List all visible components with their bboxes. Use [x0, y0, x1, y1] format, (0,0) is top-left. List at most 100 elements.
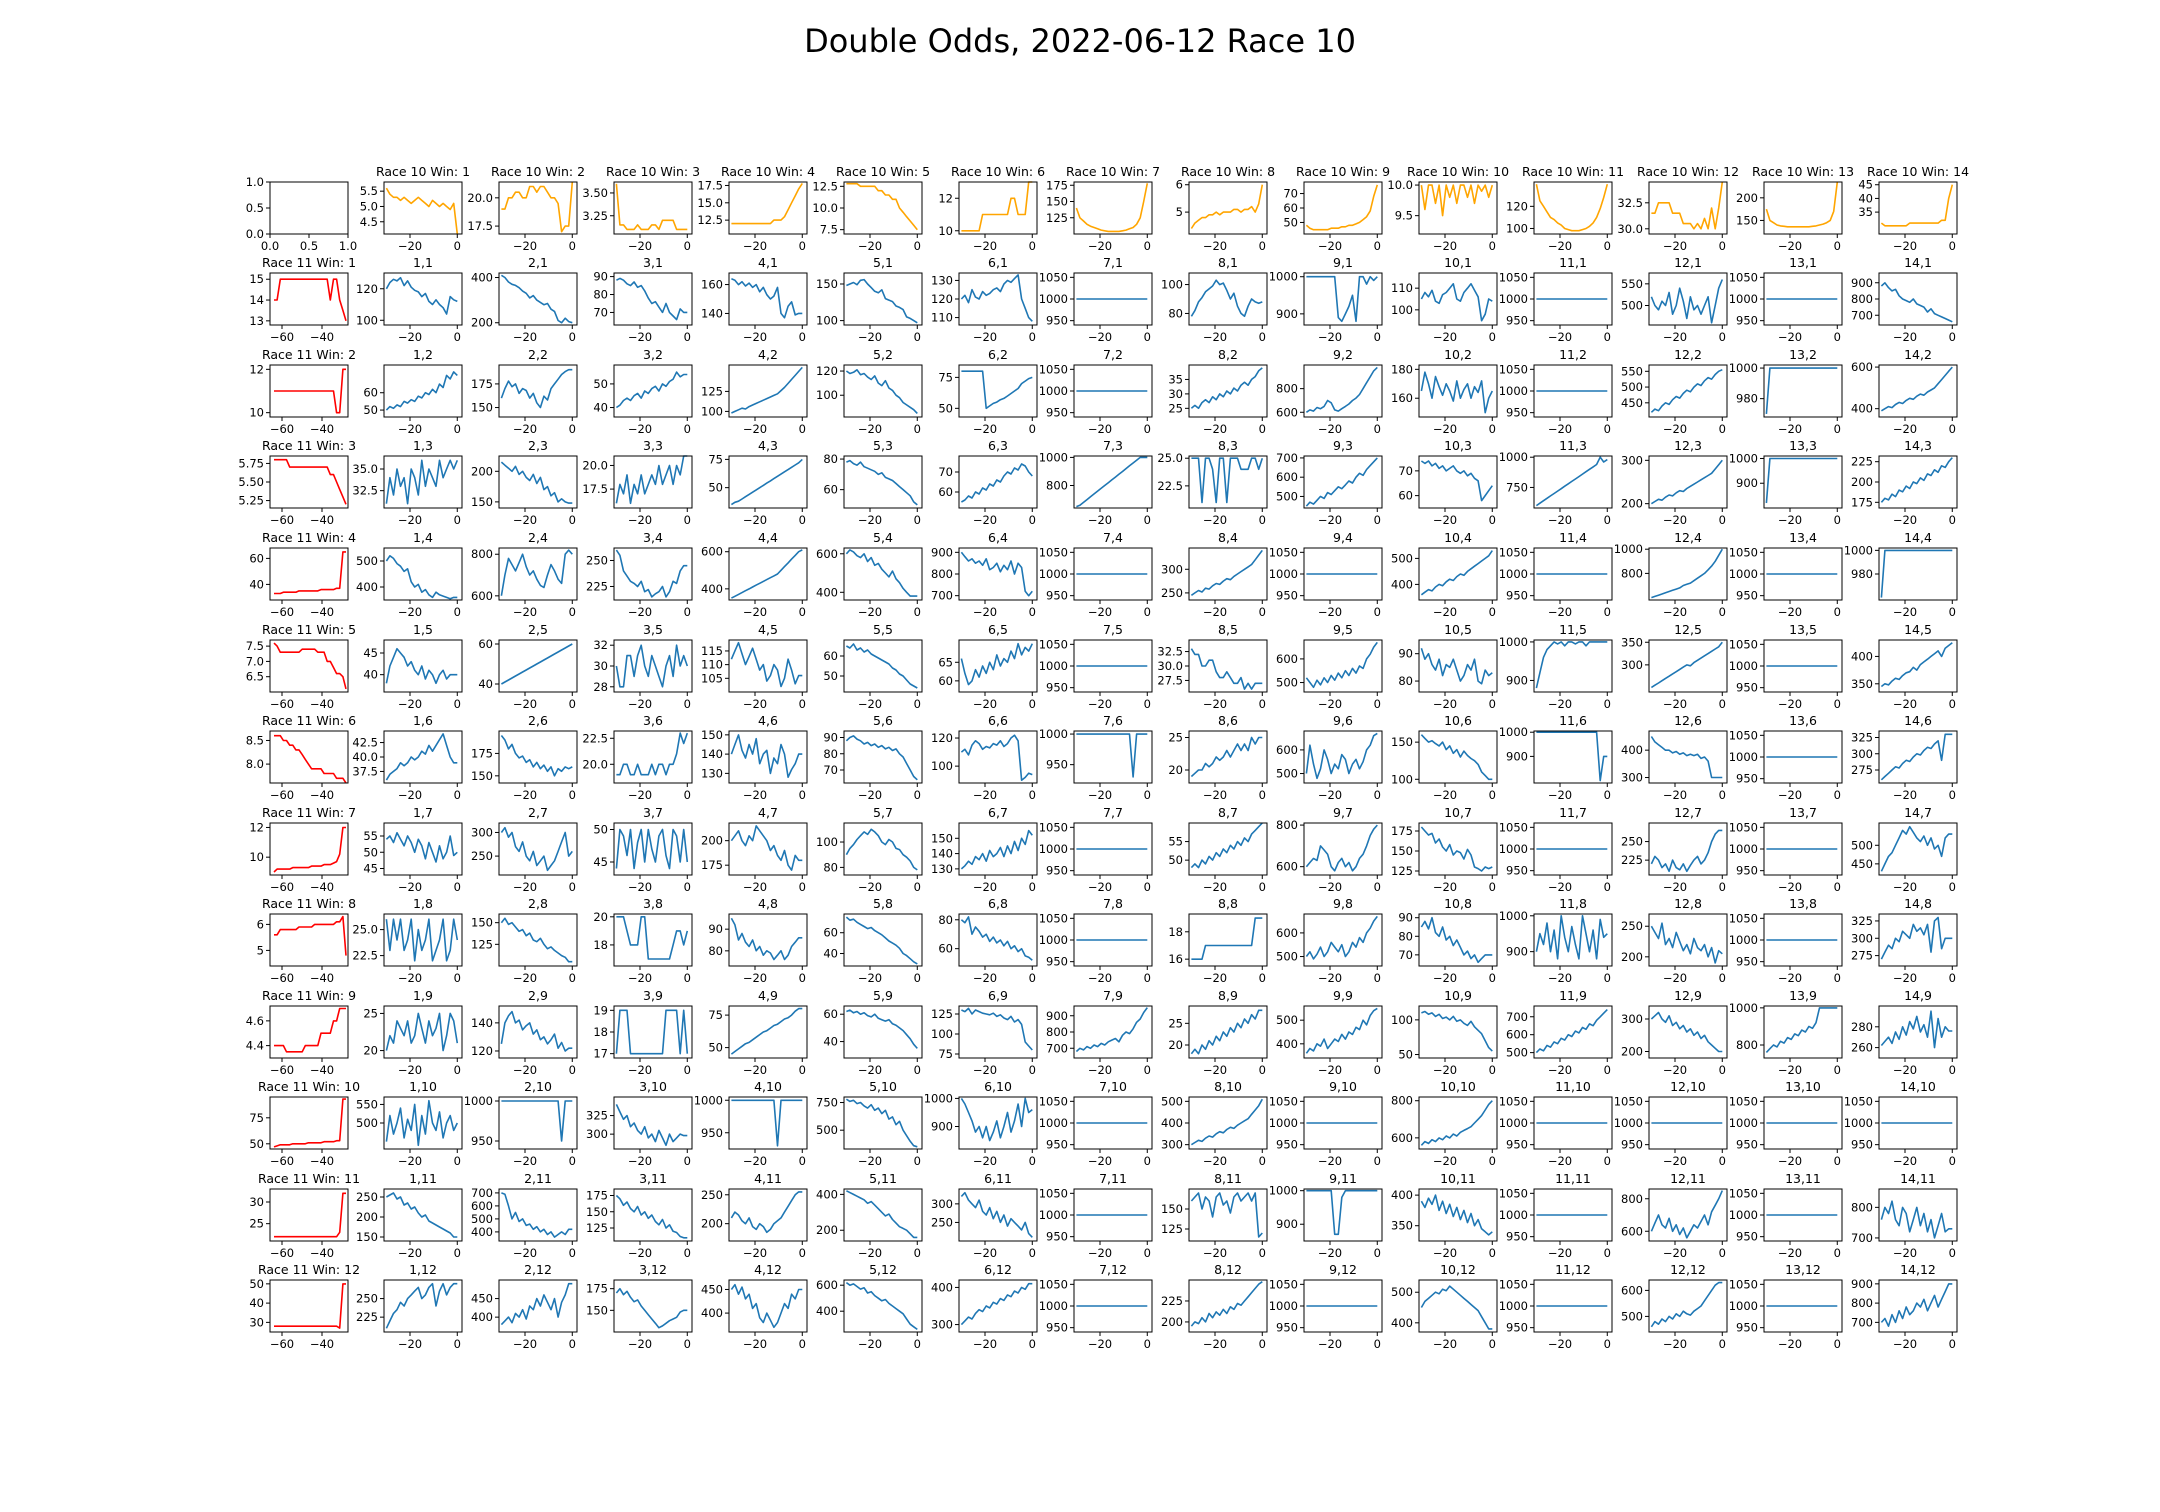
x-tick-label: −20: [858, 880, 882, 894]
subplot-title: 11,7: [1559, 805, 1587, 820]
y-tick-label: 900: [1506, 749, 1528, 763]
x-tick-label: 0.5: [300, 239, 318, 253]
x-tick-label: −20: [743, 330, 767, 344]
x-tick-label: −20: [513, 971, 537, 985]
subplot-title: 10,7: [1444, 805, 1472, 820]
axes-frame: [498, 730, 578, 784]
series-line: [1651, 181, 1724, 230]
subplot-title: 10,5: [1444, 622, 1472, 637]
subplot-title: 13,11: [1785, 1171, 1821, 1186]
subplot-title: 7,5: [1103, 622, 1123, 637]
subplot-title: 2,10: [524, 1079, 552, 1094]
y-tick-label: 1050: [1499, 820, 1528, 834]
x-tick-label: −20: [1893, 422, 1917, 436]
y-tick-label: 200: [1621, 1045, 1643, 1059]
x-tick-label: 0: [799, 880, 806, 894]
x-tick-label: −20: [628, 1063, 652, 1077]
x-tick-label: 0: [454, 971, 461, 985]
series-line: [845, 916, 918, 965]
x-tick-label: −20: [628, 1154, 652, 1168]
series-line: [730, 458, 803, 506]
race10-win-panel: Race 10 Win: 5−20 012.510.07.5: [812, 164, 930, 253]
x-tick-label: −20: [1088, 697, 1112, 711]
y-tick-label: 400: [1161, 1116, 1183, 1130]
subplot-title: 8,1: [1218, 255, 1238, 270]
y-tick-label: 200: [1621, 950, 1643, 964]
x-tick-label: 0: [1719, 1154, 1726, 1168]
series-line: [1650, 736, 1723, 779]
y-tick-label: 110: [931, 311, 953, 325]
y-tick-label: 800: [1276, 382, 1298, 396]
x-tick-label: −20: [1088, 880, 1112, 894]
x-tick-label: 0: [1144, 880, 1151, 894]
series-line: [385, 1282, 458, 1329]
subplot-title: 3,2: [643, 347, 663, 362]
subplot-title: Race 10 Win: 14: [1867, 164, 1969, 179]
x-tick-label: −20: [1778, 1154, 1802, 1168]
x-tick-label: 0: [1489, 880, 1496, 894]
subplot-title: 9,5: [1333, 622, 1353, 637]
y-tick-label: 90: [1398, 911, 1413, 925]
x-tick-label: 0: [1259, 1063, 1266, 1077]
x-tick-label: −20: [1893, 1154, 1917, 1168]
x-tick-label: 0: [1029, 330, 1036, 344]
x-tick-label: 0: [1029, 605, 1036, 619]
series-line: [501, 181, 574, 233]
axes-frame: [843, 913, 923, 967]
subplot-title: 13,9: [1789, 988, 1817, 1003]
x-tick-label: −20: [1893, 880, 1917, 894]
subplot-title: 1,1: [413, 255, 433, 270]
y-tick-label: 950: [1046, 1230, 1068, 1244]
y-tick-label: 1050: [1499, 270, 1528, 284]
x-tick-label: 0: [569, 971, 576, 985]
subplot-title: 7,2: [1103, 347, 1123, 362]
x-tick-label: 0: [914, 330, 921, 344]
y-tick-label: 600: [1391, 1131, 1413, 1145]
y-tick-label: 1000: [1729, 933, 1758, 947]
y-tick-label: 800: [1046, 1025, 1068, 1039]
y-tick-label: 950: [1736, 1321, 1758, 1335]
y-tick-label: 500: [1391, 551, 1413, 565]
y-tick-label: 450: [1621, 396, 1643, 410]
y-tick-label: 950: [1736, 1230, 1758, 1244]
x-tick-label: 0: [569, 697, 576, 711]
y-tick-label: 40: [478, 677, 493, 691]
y-tick-label: 40: [1858, 191, 1873, 205]
subplot-title: 8,2: [1218, 347, 1238, 362]
y-tick-label: 500: [1506, 1046, 1528, 1060]
y-tick-label: 275: [1851, 763, 1873, 777]
y-tick-label: 90: [823, 731, 838, 745]
subplot-title: 6,6: [988, 713, 1008, 728]
axes-frame: [269, 822, 349, 876]
x-tick-label: −20: [1893, 1063, 1917, 1077]
y-tick-label: 140: [701, 306, 723, 320]
y-tick-label: 150: [471, 769, 493, 783]
series-line: [385, 918, 459, 962]
x-tick-label: 0: [454, 1337, 461, 1351]
subplot-title: 4,5: [758, 622, 778, 637]
series-line: [1420, 282, 1493, 322]
x-tick-label: −20: [628, 239, 652, 253]
subplot-title: 4,9: [758, 988, 778, 1003]
y-tick-label: 60: [249, 551, 264, 565]
series-line: [1651, 548, 1723, 599]
y-tick-label: 60: [938, 674, 953, 688]
x-tick-label: −20: [1203, 1154, 1227, 1168]
x-tick-label: 0: [1719, 513, 1726, 527]
x-tick-label: 0: [799, 1246, 806, 1260]
y-tick-label: 250: [1621, 835, 1643, 849]
x-tick-label: 0: [1144, 330, 1151, 344]
axes-frame: [1188, 1279, 1268, 1333]
series-line: [1420, 550, 1493, 596]
